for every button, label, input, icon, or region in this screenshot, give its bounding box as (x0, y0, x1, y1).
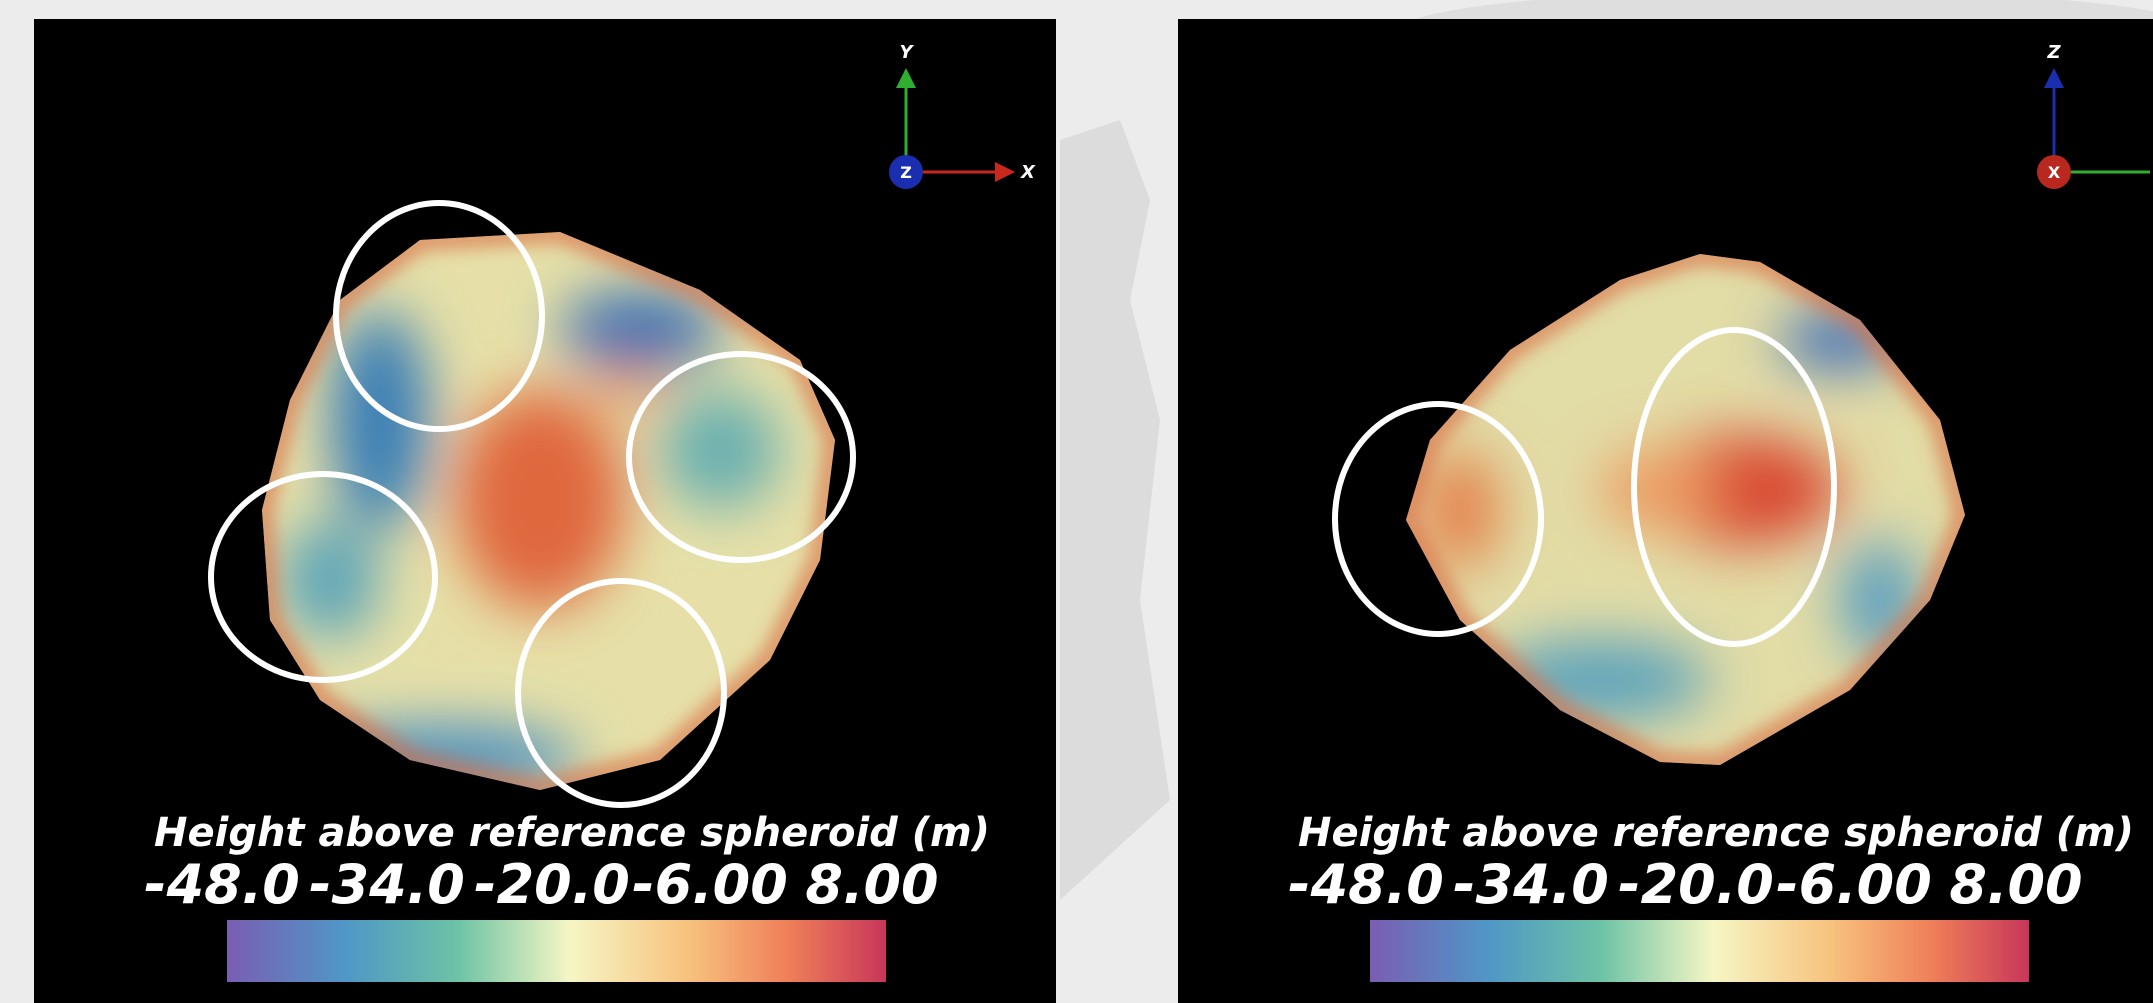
colorbar-tick-label: -48.0 (1288, 853, 1444, 916)
colorbar-tick-label: -6.00 (1776, 853, 1932, 916)
figure: Y Z X Height above reference spheroid (m… (0, 0, 2153, 1003)
colorbar-tick-label: 8.00 (1949, 853, 2082, 916)
colorbar-tick-label: 8.00 (805, 853, 938, 916)
colorbar-tick-label: -6.00 (632, 853, 788, 916)
axis-label: X (1020, 162, 1036, 183)
background-shape (1060, 120, 1170, 900)
colorbar-title: Height above reference spheroid (m) (1298, 810, 2134, 856)
axis-label: Z (2046, 42, 2061, 63)
axis-label: Z (900, 163, 912, 182)
colorbar-title: Height above reference spheroid (m) (154, 810, 990, 856)
colorbar-tick-label: -34.0 (309, 853, 465, 916)
axis-label: Y (899, 42, 914, 63)
colorbar (1370, 920, 2029, 982)
colorbar-ticks: -48.0-34.0-20.0-6.00 8.00 (1288, 853, 2082, 916)
figure-canvas: Y Z X Height above reference spheroid (m… (0, 0, 2153, 1003)
axis-label: X (2048, 163, 2061, 182)
colorbar-ticks: -48.0-34.0-20.0-6.00 8.00 (144, 853, 938, 916)
colorbar-tick-label: -20.0 (474, 853, 630, 916)
colorbar (227, 920, 886, 982)
colorbar-tick-label: -48.0 (144, 853, 300, 916)
colorbar-tick-label: -34.0 (1453, 853, 1609, 916)
colorbar-tick-label: -20.0 (1618, 853, 1774, 916)
